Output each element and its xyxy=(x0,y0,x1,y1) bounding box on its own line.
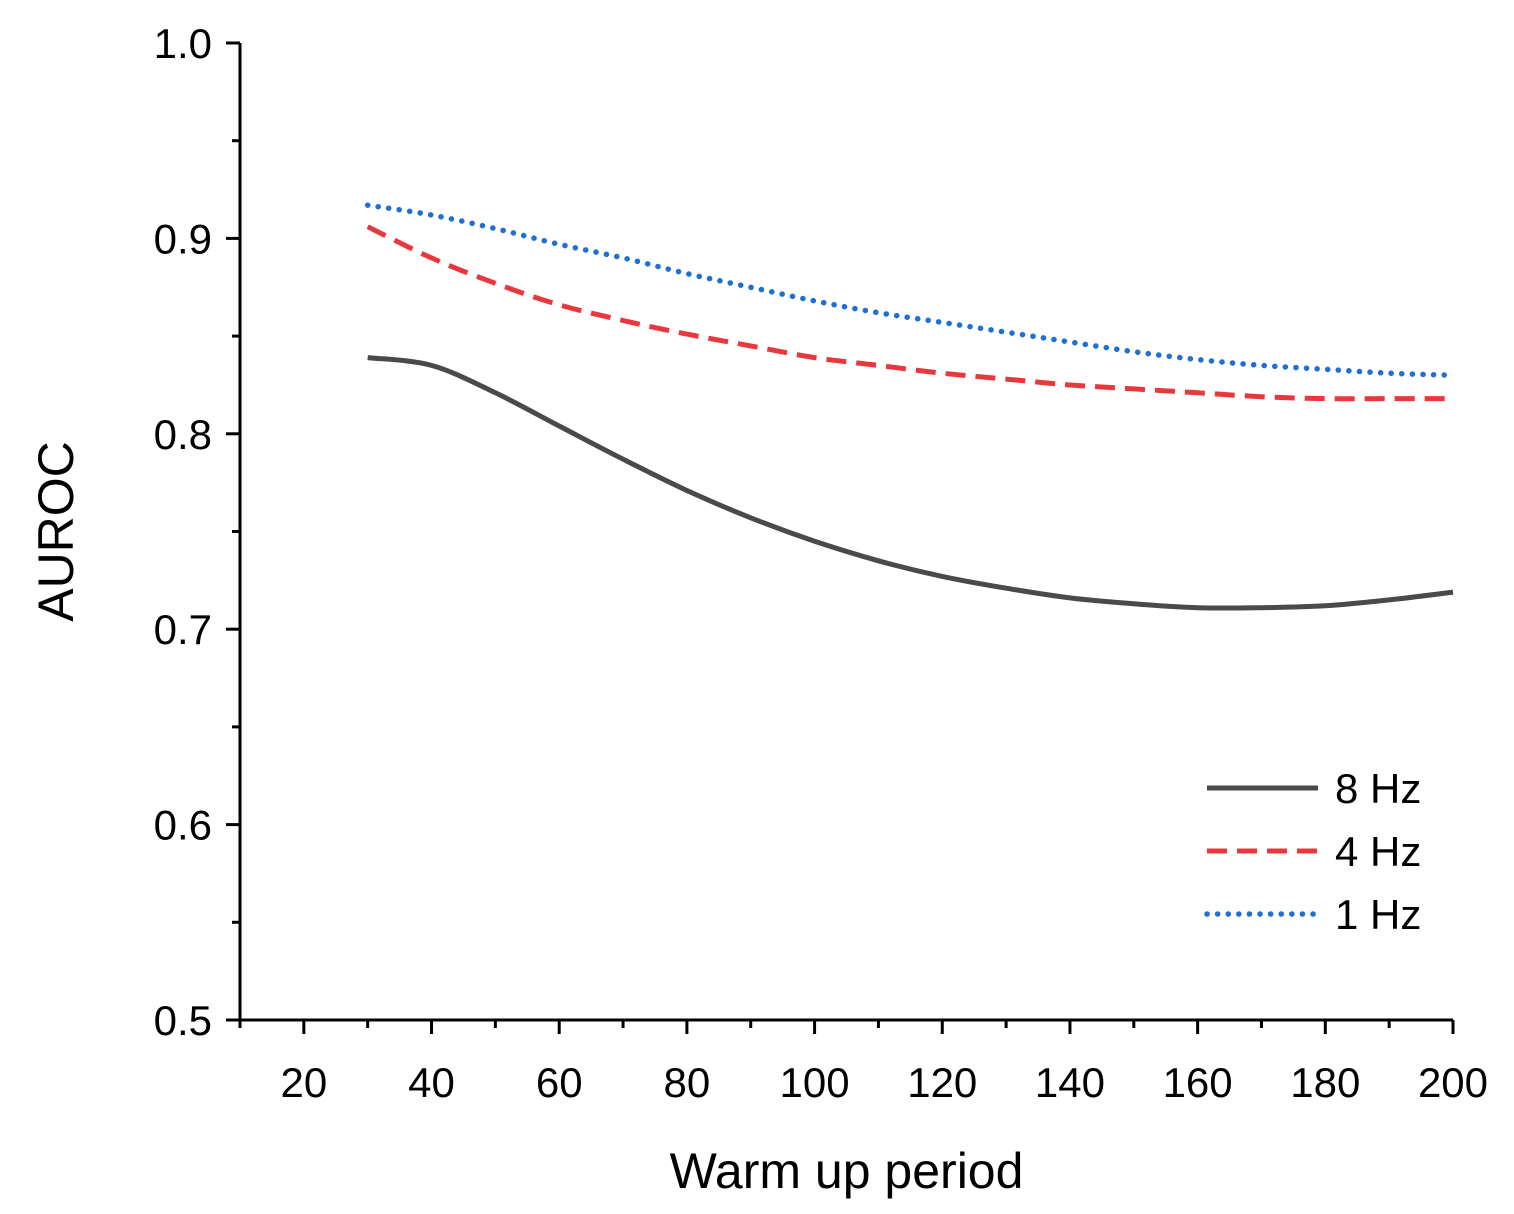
x-tick-label: 20 xyxy=(280,1059,327,1106)
x-tick-label: 100 xyxy=(780,1059,850,1106)
x-axis-title: Warm up period xyxy=(670,1143,1024,1199)
y-tick-label: 0.9 xyxy=(154,215,212,262)
x-tick-label: 180 xyxy=(1290,1059,1360,1106)
legend-label-4-hz: 4 Hz xyxy=(1335,828,1421,875)
legend-label-8-hz: 8 Hz xyxy=(1335,765,1421,812)
axes: 0.5 0.6 0.7 0.8 0.9 1.0 20 40 60 80 100 120 140 160 18… xyxy=(154,20,1488,1106)
series-line-8-hz xyxy=(367,355,1454,611)
x-tick-label: 40 xyxy=(408,1059,455,1106)
x-tick-label: 160 xyxy=(1163,1059,1233,1106)
x-tick-label: 60 xyxy=(536,1059,583,1106)
x-tick-label: 200 xyxy=(1418,1059,1488,1106)
y-tick-label: 1.0 xyxy=(154,20,212,67)
plot-area xyxy=(364,202,1456,611)
x-tick-label: 140 xyxy=(1035,1059,1105,1106)
y-axis-title: AUROC xyxy=(28,441,84,622)
y-tick-label: 0.5 xyxy=(154,997,212,1044)
x-tick-label: 120 xyxy=(907,1059,977,1106)
y-tick-label: 0.8 xyxy=(154,411,212,458)
series-line-1-hz xyxy=(364,202,1456,378)
x-tick-label: 80 xyxy=(664,1059,711,1106)
y-tick-label: 0.7 xyxy=(154,606,212,653)
legend-label-1-hz: 1 Hz xyxy=(1335,891,1421,938)
legend: 8 Hz 4 Hz 1 Hz xyxy=(1204,765,1421,938)
y-tick-label: 0.6 xyxy=(154,802,212,849)
series-line-4-hz xyxy=(366,224,1453,402)
